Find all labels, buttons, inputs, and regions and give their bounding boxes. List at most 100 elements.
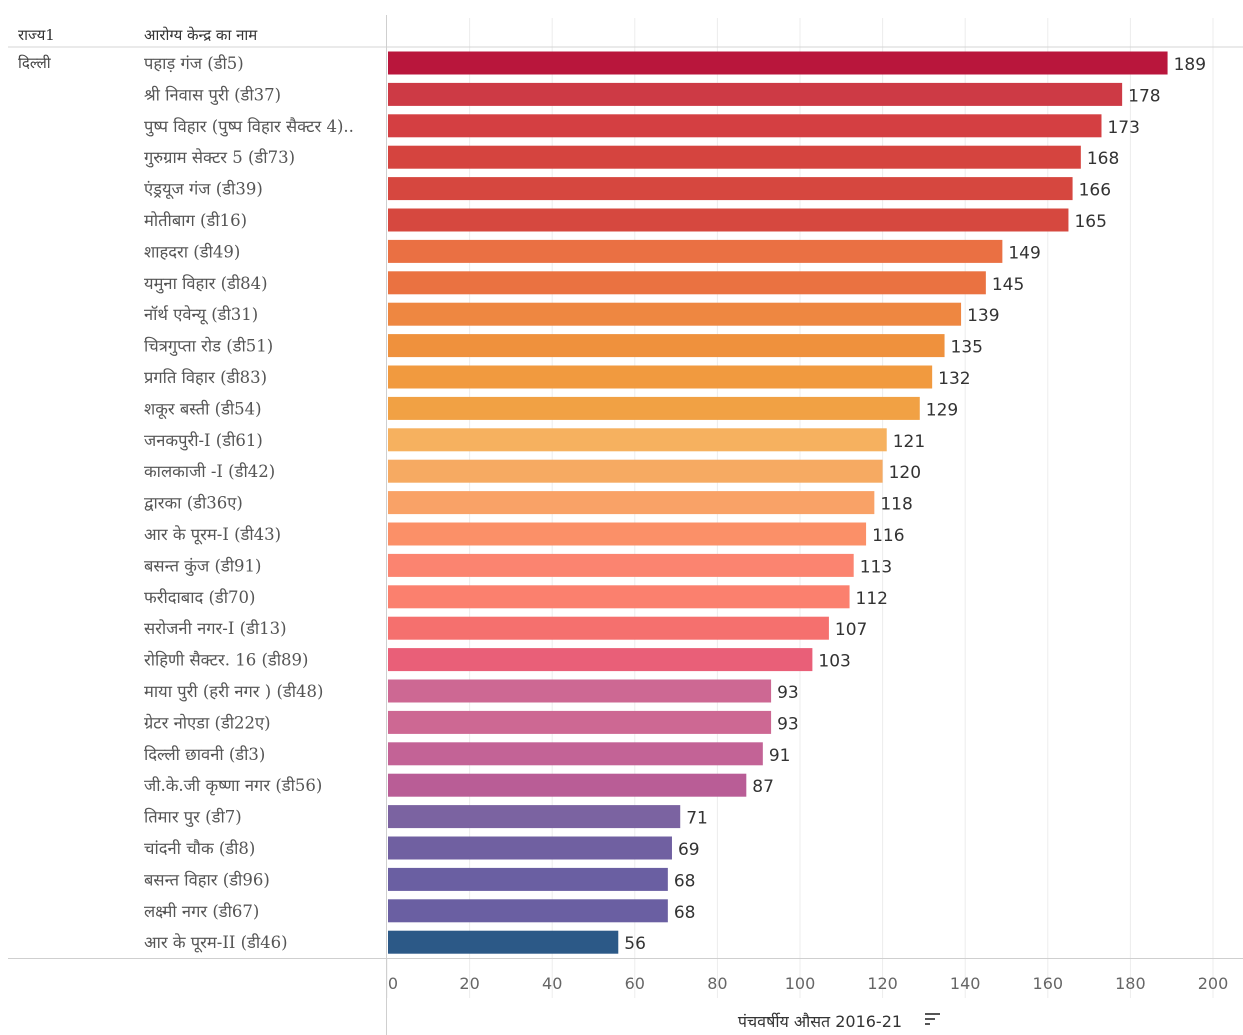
x-axis-title: पंचवर्षीय औसत 2016-21 (738, 1012, 902, 1031)
bar (388, 334, 945, 358)
category-label: पुष्प विहार (पुष्प विहार सैक्टर 4).. (144, 117, 354, 137)
bar (388, 239, 1003, 263)
header-state: राज्य1 (18, 26, 55, 44)
category-label: माया पुरी (हरी नगर ) (डी48) (144, 682, 323, 702)
bar (388, 836, 672, 860)
bar (388, 428, 887, 452)
category-label: कालकाजी -I (डी42) (144, 462, 275, 481)
category-label: सरोजनी नगर-I (डी13) (144, 619, 287, 638)
value-label: 178 (1128, 86, 1160, 106)
bar (388, 177, 1073, 201)
value-label: 189 (1174, 55, 1206, 75)
category-label: पहाड़ गंज (डी5) (144, 54, 244, 73)
category-label: द्वारका (डी36ए) (144, 494, 243, 513)
value-label: 129 (926, 400, 958, 420)
bar (388, 396, 920, 420)
category-label: एंड्रयूज गंज (डी39) (144, 180, 263, 200)
x-tick-label: 40 (542, 974, 562, 993)
bar (388, 459, 883, 483)
x-tick-label: 20 (459, 974, 479, 993)
category-label: बसन्त कुंज (डी91) (144, 556, 261, 576)
category-label: रोहिणी सैक्टर. 16 (डी89) (144, 651, 308, 670)
sort-icon[interactable] (925, 1013, 940, 1025)
category-label: प्रगति विहार (डी83) (144, 368, 267, 387)
category-label: शकूर बस्ती (डी54) (144, 399, 262, 419)
category-label: आर के पूरम-I (डी43) (144, 525, 281, 545)
bar (388, 710, 772, 734)
value-label: 149 (1008, 243, 1040, 263)
value-label: 168 (1087, 149, 1119, 169)
value-label: 71 (686, 809, 708, 829)
value-label: 173 (1107, 118, 1139, 138)
bar (388, 51, 1168, 75)
bar (388, 616, 829, 640)
category-label: तिमार पुर (डी7) (144, 808, 242, 828)
bar (388, 899, 668, 923)
header-center-name: आरोग्य केन्द्र का नाम (144, 26, 258, 44)
value-label: 135 (951, 338, 983, 358)
value-label: 93 (777, 714, 799, 734)
bar (388, 867, 668, 891)
bar (388, 145, 1081, 169)
bar (388, 522, 867, 546)
value-label: 166 (1079, 181, 1111, 201)
bar (388, 585, 850, 609)
category-label: नॉर्थ एवेन्यू (डी31) (144, 305, 258, 325)
value-label: 132 (938, 369, 970, 389)
category-label: दिल्ली छावनी (डी3) (144, 745, 265, 764)
category-label: ग्रेटर नोएडा (डी22ए) (144, 713, 271, 732)
x-tick-label: 120 (867, 974, 898, 993)
bar (388, 773, 747, 797)
bar (388, 805, 681, 829)
value-label: 145 (992, 275, 1024, 295)
value-label: 113 (860, 557, 892, 577)
value-label: 116 (872, 526, 904, 546)
category-label: लक्ष्मी नगर (डी67) (144, 902, 259, 921)
value-label: 118 (880, 495, 912, 515)
bar (388, 491, 875, 515)
value-label: 68 (674, 871, 696, 891)
state-label: दिल्ली (18, 54, 52, 72)
value-label: 107 (835, 620, 867, 640)
category-label: गुरुग्राम सेक्टर 5 (डी73) (144, 148, 295, 168)
category-label: आर के पूरम-II (डी46) (144, 933, 288, 953)
bar (388, 302, 962, 326)
category-label: मोतीबाग (डी16) (144, 211, 247, 230)
value-label: 139 (967, 306, 999, 326)
x-tick-label: 60 (625, 974, 645, 993)
bar (388, 648, 813, 672)
value-label: 56 (624, 934, 646, 954)
category-label: जनकपुरी-I (डी61) (144, 431, 263, 451)
x-tick-label: 0 (388, 974, 398, 993)
bar (388, 365, 933, 389)
bar (388, 114, 1102, 138)
x-tick-label: 140 (950, 974, 981, 993)
category-label: श्री निवास पुरी (डी37) (144, 85, 281, 105)
value-label: 112 (856, 589, 888, 609)
value-label: 91 (769, 746, 791, 766)
bar (388, 930, 619, 954)
bar (388, 553, 854, 577)
value-label: 87 (752, 777, 774, 797)
x-tick-label: 100 (785, 974, 816, 993)
value-label: 69 (678, 840, 700, 860)
category-label: शाहदरा (डी49) (144, 242, 240, 261)
value-label: 68 (674, 903, 696, 923)
category-label: चांदनी चौक (डी8) (144, 839, 255, 858)
bar (388, 271, 986, 295)
value-label: 93 (777, 683, 799, 703)
bar (388, 679, 772, 703)
bar (388, 82, 1123, 106)
x-tick-label: 200 (1198, 974, 1229, 993)
x-tick-label: 160 (1033, 974, 1064, 993)
x-tick-label: 180 (1115, 974, 1146, 993)
bar (388, 742, 763, 766)
value-label: 103 (818, 652, 850, 672)
category-label: यमुना विहार (डी84) (144, 274, 268, 294)
value-label: 165 (1074, 212, 1106, 232)
category-label: फरीदाबाद (डी70) (144, 588, 255, 607)
bar (388, 208, 1069, 232)
category-label: बसन्त विहार (डी96) (144, 870, 270, 889)
